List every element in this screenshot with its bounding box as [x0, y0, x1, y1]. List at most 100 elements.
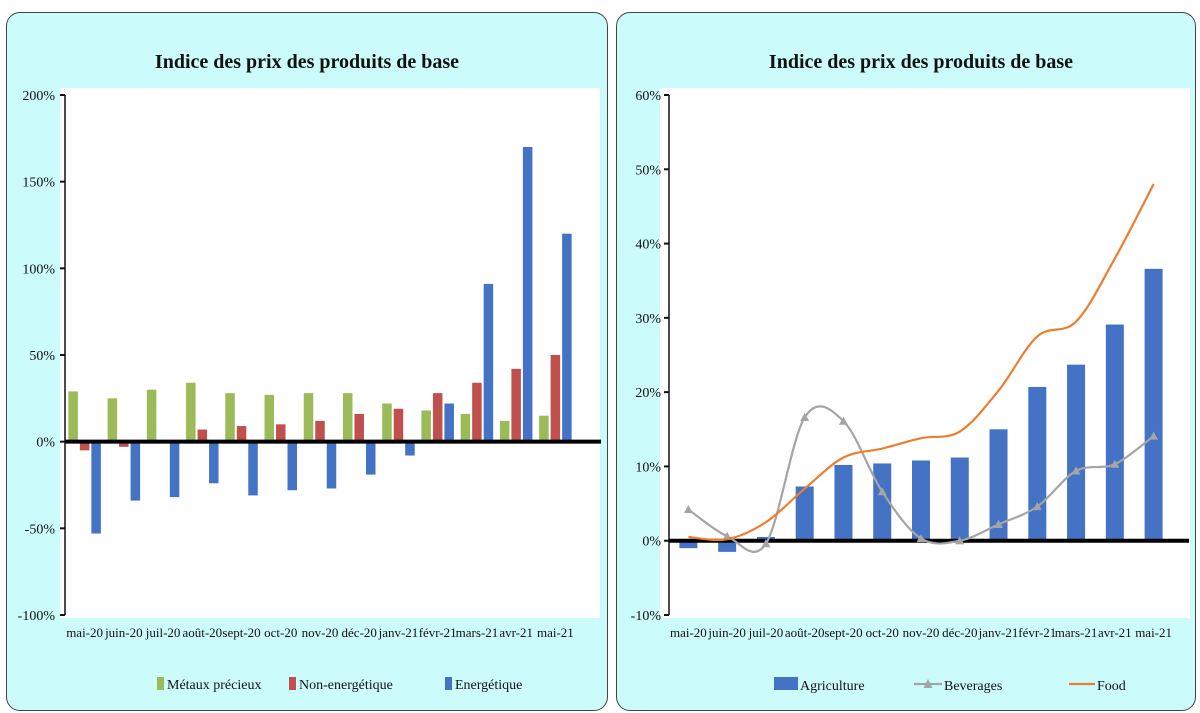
bar: [718, 540, 737, 552]
bar: [511, 368, 521, 442]
bar: [382, 403, 392, 442]
legend-swatch: [445, 677, 452, 690]
x-tick-label: nov-20: [903, 625, 940, 640]
bar: [354, 413, 364, 442]
bar: [107, 398, 118, 442]
x-tick-label: déc-20: [942, 625, 977, 640]
bar: [169, 441, 180, 498]
series-marker: [994, 519, 1004, 528]
legend-label: Energétique: [455, 678, 522, 693]
bar: [522, 147, 533, 442]
bar: [326, 441, 337, 489]
bar: [236, 426, 247, 442]
x-tick-label: janv-21: [978, 625, 1019, 640]
series-marker: [955, 536, 965, 545]
series-marker: [1071, 466, 1081, 475]
bar: [130, 441, 141, 501]
bar: [499, 420, 510, 442]
x-tick-label: juil-20: [145, 625, 181, 640]
bar: [342, 393, 353, 442]
bar: [834, 464, 853, 541]
bar: [550, 355, 561, 442]
bar: [1028, 386, 1047, 541]
bar: [679, 540, 698, 549]
bar: [209, 441, 219, 484]
legend-label: Food: [1097, 679, 1126, 694]
series-marker: [916, 533, 926, 543]
legend-swatch: [774, 677, 798, 690]
bar: [1144, 268, 1163, 541]
legend-label: Métaux précieux: [167, 678, 261, 693]
x-tick-label: sept-20: [222, 625, 260, 640]
bar: [795, 486, 814, 541]
legend-swatch: [157, 677, 164, 690]
bar: [79, 441, 90, 451]
x-tick-label: juil-20: [748, 625, 784, 640]
y-tick-label: 150%: [22, 176, 55, 191]
y-tick-label: 10%: [635, 460, 661, 475]
legend-marker: [923, 679, 933, 688]
x-tick-label: août-20: [785, 625, 825, 640]
x-tick-label: févr-21: [419, 625, 457, 640]
y-tick-label: 200%: [22, 89, 55, 104]
bar: [421, 410, 431, 442]
bar: [303, 393, 314, 442]
x-tick-label: mai-21: [537, 625, 574, 640]
bar: [315, 420, 325, 442]
bar: [432, 393, 443, 442]
x-tick-label: oct-20: [866, 625, 899, 640]
chart-panel-left: Indice des prix des produits de base -10…: [6, 12, 608, 711]
x-tick-label: mai-20: [670, 625, 707, 640]
x-tick-label: août-20: [182, 625, 222, 640]
bar: [264, 394, 275, 442]
y-tick-label: 60%: [635, 89, 661, 104]
plot-area-left: [60, 88, 600, 618]
bar: [287, 441, 298, 491]
y-tick-label: 0%: [36, 436, 55, 451]
series-marker: [1032, 502, 1042, 511]
x-tick-label: mars-21: [456, 625, 499, 640]
y-tick-label: -100%: [18, 609, 56, 624]
legend-label: Non-energétique: [299, 678, 393, 693]
x-tick-label: nov-20: [302, 625, 339, 640]
bar: [1105, 324, 1124, 541]
bar: [276, 424, 286, 442]
chart-title: Indice des prix des produits de base: [155, 51, 459, 73]
series-marker: [761, 539, 771, 548]
series-marker: [838, 416, 848, 425]
x-tick-label: sept-20: [824, 625, 862, 640]
x-tick-label: juin-20: [707, 625, 746, 640]
chart-panel-right: Indice des prix des produits de base -10…: [616, 12, 1196, 711]
bar: [950, 457, 969, 541]
bar: [91, 441, 101, 534]
bar: [186, 382, 196, 442]
y-tick-label: 100%: [22, 262, 55, 277]
y-tick-label: 0%: [642, 535, 661, 550]
bar: [393, 408, 404, 442]
legend-swatch: [289, 677, 296, 690]
bar: [472, 382, 482, 442]
series-line: [688, 183, 1155, 542]
x-tick-label: mars-21: [1055, 625, 1098, 640]
legend-label: Beverages: [944, 679, 1002, 694]
bar: [483, 283, 494, 442]
x-tick-label: janv-21: [378, 625, 419, 640]
x-tick-label: déc-20: [342, 625, 377, 640]
legend-label: Agriculture: [800, 679, 865, 694]
chart-right: Indice des prix des produits de base -10…: [631, 51, 1189, 694]
bar: [539, 415, 549, 442]
x-tick-label: mai-20: [66, 625, 103, 640]
series-marker: [1149, 431, 1159, 440]
bar: [365, 441, 376, 475]
bar: [405, 441, 415, 456]
bar: [248, 441, 258, 496]
y-tick-label: -10%: [631, 609, 662, 624]
series-marker: [800, 412, 810, 421]
bar: [989, 429, 1008, 541]
y-tick-label: 50%: [635, 163, 661, 178]
y-tick-label: -50%: [25, 522, 56, 537]
bar: [460, 413, 471, 442]
chart-title: Indice des prix des produits de base: [769, 51, 1073, 73]
x-tick-label: juin-20: [104, 625, 143, 640]
bar: [562, 233, 572, 442]
